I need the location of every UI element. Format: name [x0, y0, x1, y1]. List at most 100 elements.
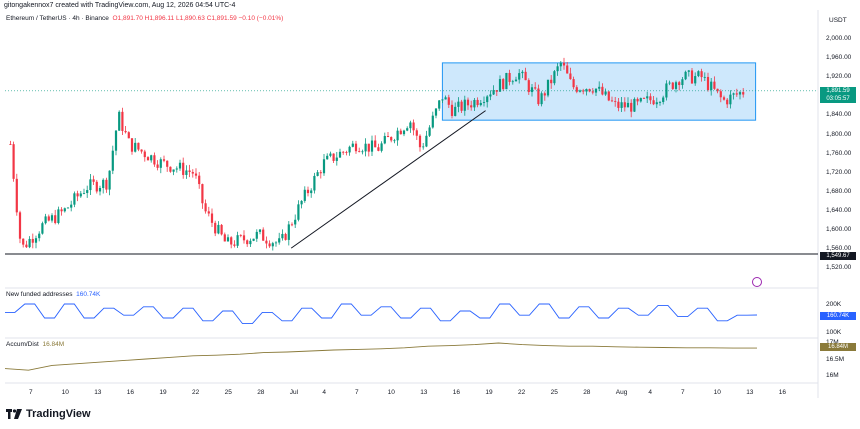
candle	[156, 164, 159, 168]
candle	[338, 151, 342, 158]
candle	[476, 99, 479, 106]
candle	[642, 98, 646, 99]
symbol-title[interactable]: Ethereum / TetherUS · 4h · Binance	[6, 15, 109, 22]
time-tick-label: 28	[257, 389, 265, 396]
candle	[713, 81, 716, 89]
price-tick-label: 1,920.00	[826, 73, 852, 81]
accum-dist-name: Accum/Dist	[6, 341, 39, 348]
candle	[463, 99, 466, 111]
candle	[358, 151, 361, 153]
candle	[614, 101, 617, 102]
candle	[265, 240, 268, 244]
candle	[316, 172, 319, 176]
candle	[742, 92, 745, 95]
candle	[630, 102, 633, 112]
candle	[239, 235, 242, 236]
candle	[262, 229, 265, 241]
candle	[658, 102, 662, 103]
candle	[287, 224, 290, 240]
accum-dist-value: 16.84M	[42, 341, 65, 348]
candle	[367, 143, 370, 152]
candle	[703, 76, 706, 78]
candle	[258, 229, 262, 232]
bar-countdown: 03:05:57	[826, 96, 850, 102]
candle	[738, 92, 742, 95]
candle	[374, 140, 377, 148]
candle	[470, 105, 473, 108]
time-tick-label: 28	[583, 389, 591, 396]
accum-dist-legend: Accum/Dist 16.84M	[6, 341, 64, 348]
alert-icon	[752, 277, 762, 287]
candle	[591, 91, 594, 93]
candle	[207, 211, 210, 214]
time-tick-label: 16	[778, 389, 787, 396]
tradingview-logo[interactable]: TradingView	[6, 408, 91, 420]
candle	[671, 82, 674, 89]
candle	[92, 179, 95, 182]
candle	[34, 238, 38, 243]
candle	[249, 240, 252, 245]
candle	[204, 203, 207, 212]
candle	[38, 233, 41, 239]
candle	[441, 99, 444, 101]
candle	[716, 88, 719, 92]
new-funded-tag: 160.74K	[820, 312, 856, 320]
candle	[159, 159, 162, 168]
candle	[335, 157, 338, 161]
candle	[719, 91, 722, 98]
candle	[66, 207, 70, 209]
candle	[438, 100, 441, 109]
time-tick-label: 25	[550, 389, 558, 396]
candle	[534, 87, 537, 89]
new-funded-line	[5, 303, 758, 325]
candle	[15, 178, 18, 213]
candle	[569, 73, 572, 80]
candle	[332, 153, 335, 161]
currency-label[interactable]: USDT	[829, 17, 847, 24]
candle	[108, 170, 111, 190]
accum-dist-tick-label: 16M	[826, 372, 839, 379]
accum-dist-tick-label: 17M	[826, 339, 839, 346]
candle	[694, 76, 697, 84]
candle	[572, 79, 575, 88]
new-funded-value: 160.74K	[76, 291, 101, 298]
candle	[454, 106, 457, 116]
symbol-legend: Ethereum / TetherUS · 4h · Binance O1,89…	[6, 15, 283, 22]
candle	[57, 209, 60, 224]
candle	[297, 204, 300, 220]
candle	[655, 102, 658, 105]
last-price-value: 1,891.59	[826, 88, 850, 94]
candle	[140, 149, 143, 152]
candle	[396, 130, 399, 141]
candle	[380, 143, 383, 151]
candle	[342, 151, 345, 153]
candle	[70, 204, 73, 208]
candle	[351, 143, 354, 147]
candle	[290, 224, 294, 226]
time-tick-label: Jul	[289, 389, 299, 396]
price-tick-label: 1,720.00	[826, 168, 852, 176]
time-tick-label: 7	[29, 389, 33, 396]
candle	[543, 93, 546, 96]
candle	[518, 73, 521, 80]
candle	[18, 212, 22, 239]
trendline	[290, 110, 486, 249]
candle	[268, 243, 271, 247]
candle	[246, 240, 249, 245]
candle	[98, 188, 102, 192]
time-tick-label: 10	[387, 389, 395, 396]
candle	[508, 72, 511, 82]
candle	[47, 216, 50, 221]
candle	[425, 135, 428, 147]
candle	[175, 168, 178, 170]
candle	[278, 238, 281, 243]
candle	[492, 90, 495, 95]
candle	[185, 170, 188, 175]
candle	[9, 144, 12, 145]
candle	[582, 90, 585, 92]
candle	[162, 159, 166, 161]
candle	[383, 136, 386, 144]
candle	[562, 62, 566, 66]
candle	[457, 101, 460, 107]
